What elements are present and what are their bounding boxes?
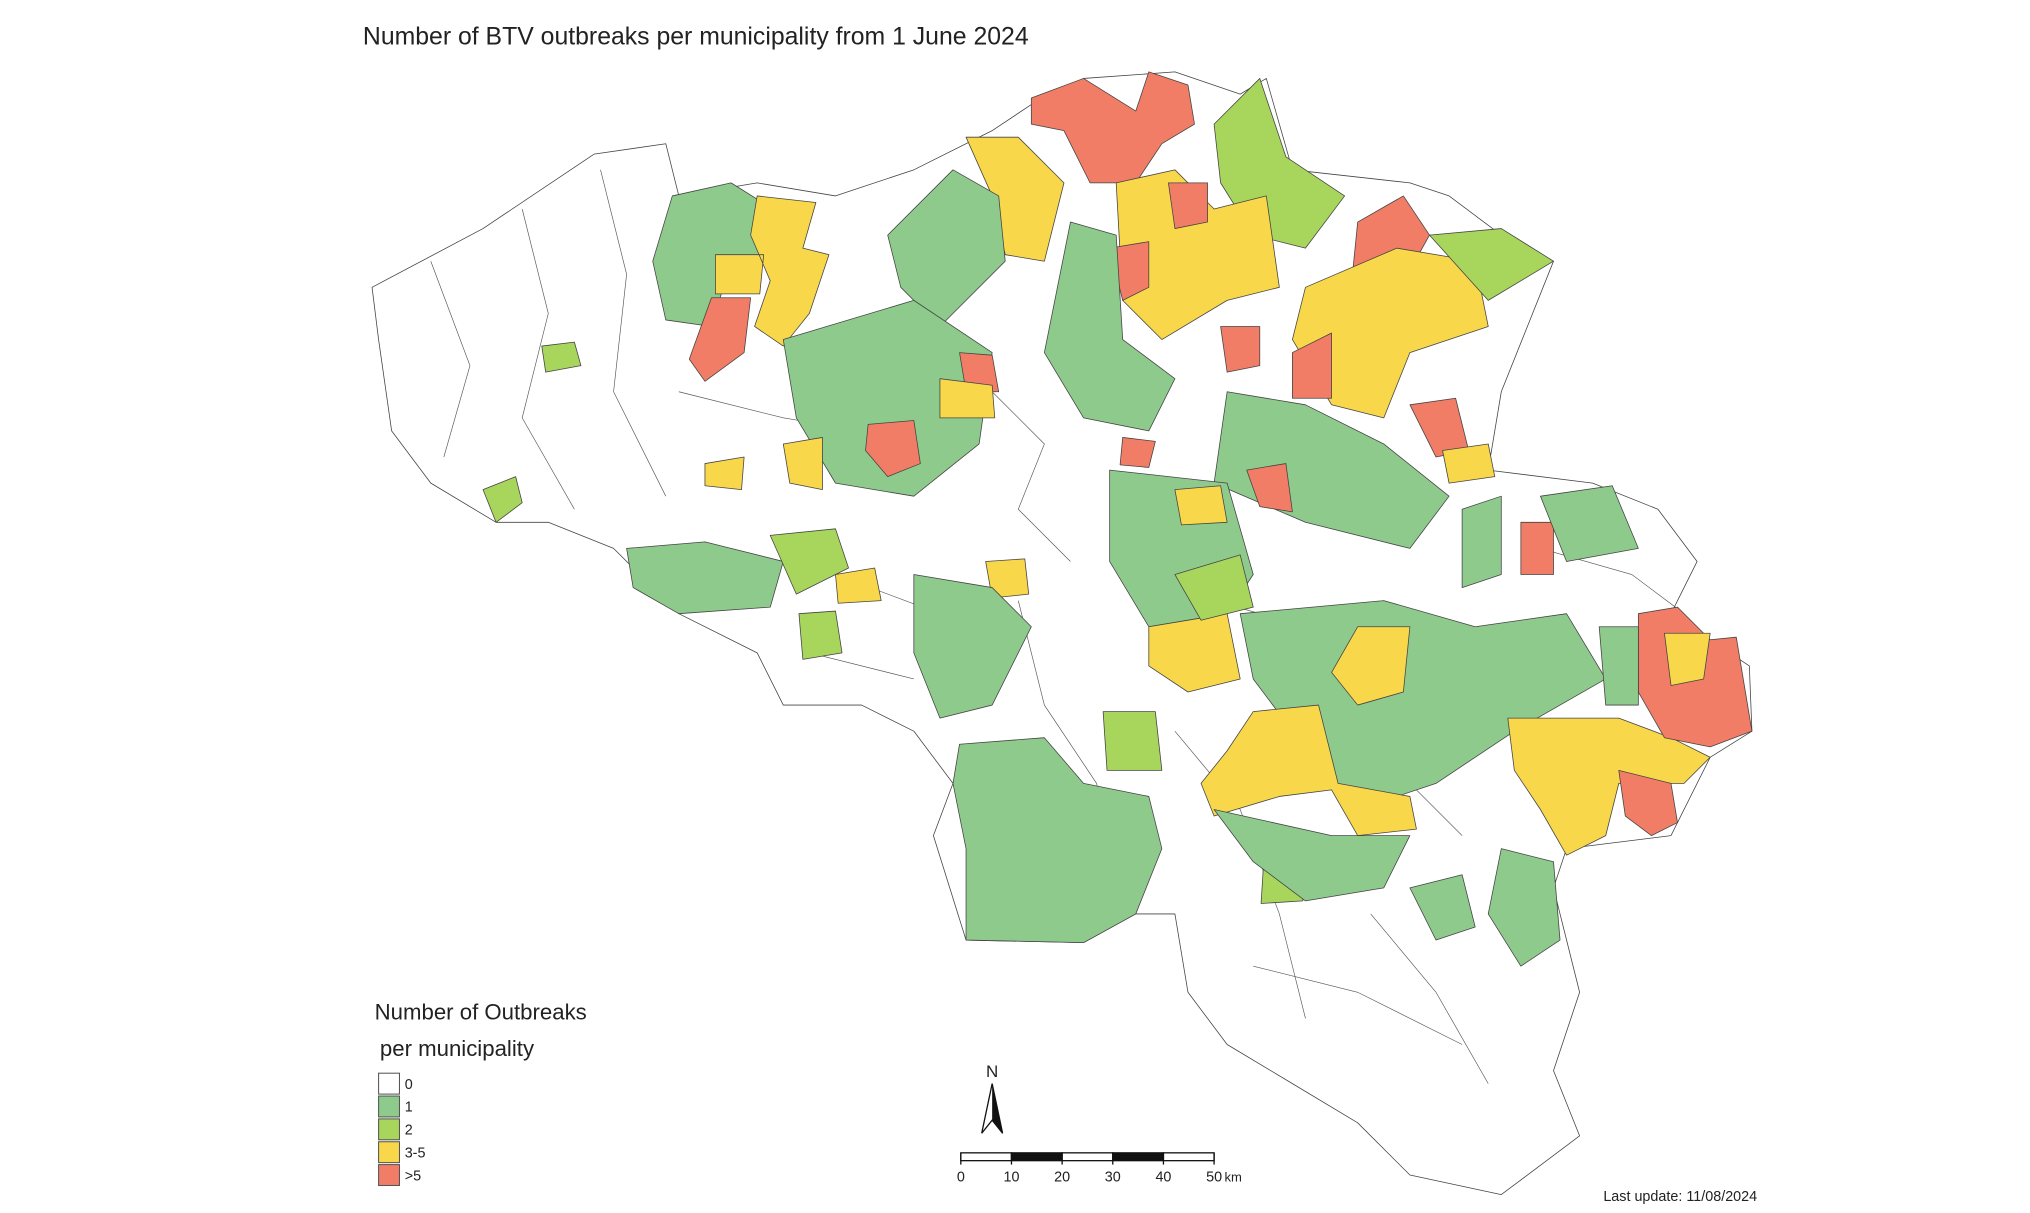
municipality — [887, 169, 1006, 327]
legend-subtitle: per municipality — [380, 1036, 535, 1061]
legend-title: Number of Outbreaks — [375, 1000, 587, 1025]
municipality — [715, 195, 830, 347]
scale-unit: km — [1225, 1170, 1243, 1185]
municipality — [865, 352, 1156, 477]
municipality — [769, 528, 849, 660]
scale-bar: 0 10 20 30 40 50 km — [957, 1152, 1243, 1186]
north-arrow: N — [981, 1062, 1004, 1134]
municipality — [1246, 397, 1554, 575]
municipality — [1429, 228, 1554, 301]
legend-swatch — [378, 1072, 400, 1095]
municipality — [1507, 717, 1711, 856]
municipality — [1618, 606, 1753, 837]
scale-segment — [1112, 1152, 1165, 1162]
municipality — [1540, 485, 1639, 562]
last-update: Last update: 11/08/2024 — [1603, 1189, 1757, 1205]
legend-swatch — [378, 1118, 400, 1141]
legend-swatch — [378, 1095, 400, 1118]
municipality — [913, 574, 1032, 719]
legend-label: 1 — [405, 1100, 413, 1116]
scale-tick-label: 0 — [957, 1170, 965, 1186]
municipality — [482, 341, 582, 523]
legend-swatch — [378, 1141, 400, 1164]
municipality — [1043, 221, 1176, 432]
scale-tick-label: 30 — [1105, 1170, 1121, 1186]
outbreak-areas — [482, 71, 1753, 967]
legend-label: >5 — [405, 1168, 421, 1184]
municipality — [688, 297, 752, 382]
municipality — [1220, 326, 1332, 399]
municipality — [782, 299, 993, 497]
municipality — [626, 541, 784, 615]
municipality — [704, 378, 996, 491]
municipality — [1664, 632, 1711, 686]
legend: Number of Outbreaks per municipality 0 1 2… — [375, 1000, 587, 1186]
legend-items: 0 1 2 3-5 >5 — [378, 1072, 426, 1186]
scale-tick-label: 20 — [1054, 1170, 1070, 1186]
scale-tick-label: 40 — [1155, 1170, 1171, 1186]
scale-segment — [1061, 1152, 1114, 1162]
municipality — [1200, 704, 1417, 837]
legend-swatch — [378, 1164, 400, 1186]
legend-label: 2 — [405, 1123, 413, 1139]
scale-tick-label: 10 — [1003, 1170, 1019, 1186]
municipality — [835, 558, 1030, 604]
municipality — [1442, 443, 1496, 484]
legend-label: 3-5 — [405, 1145, 426, 1161]
legend-label: 0 — [405, 1077, 413, 1093]
scale-segment — [1162, 1152, 1215, 1162]
municipality — [952, 737, 1163, 944]
municipality — [1331, 626, 1411, 706]
municipality — [1213, 809, 1561, 967]
scale-segment — [1010, 1152, 1063, 1162]
municipality — [1461, 495, 1639, 706]
scale-segment — [960, 1152, 1013, 1162]
municipality — [1030, 71, 1195, 184]
scale-tick-label: 50 — [1206, 1170, 1222, 1186]
map-title: Number of BTV outbreaks per municipality… — [363, 23, 1029, 50]
north-label: N — [986, 1062, 998, 1081]
